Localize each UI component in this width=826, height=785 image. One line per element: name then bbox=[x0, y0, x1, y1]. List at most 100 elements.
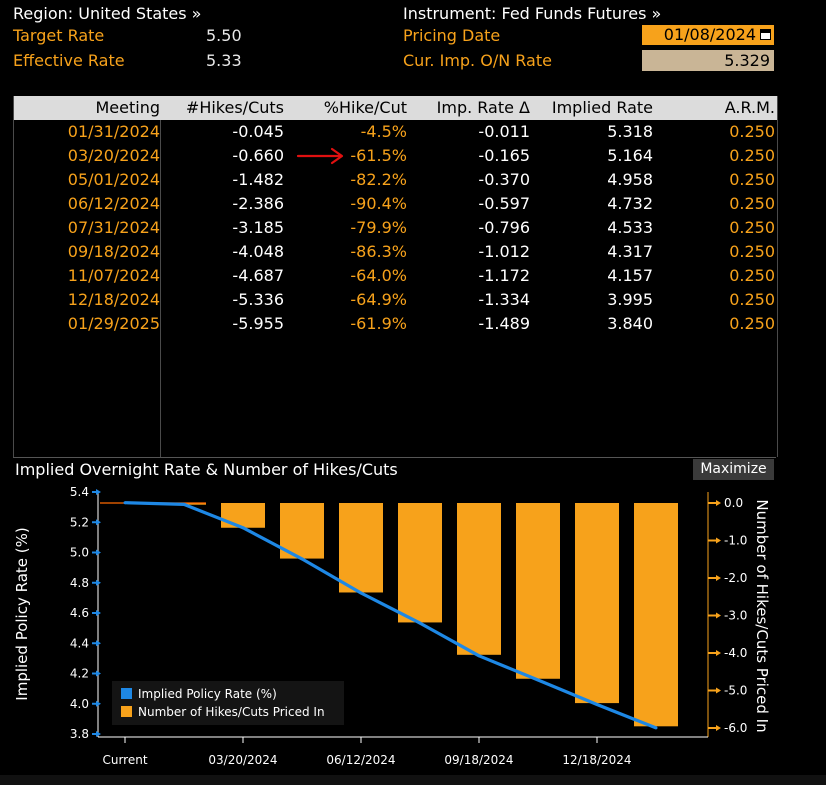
imp-rate-label: Cur. Imp. O/N Rate bbox=[403, 51, 552, 70]
cell-implied-rate: 4.958 bbox=[607, 170, 653, 189]
cell-pct-hike-cut: -79.9% bbox=[350, 218, 407, 237]
hikes-cuts-bar bbox=[280, 503, 324, 559]
cell-meeting: 01/29/2025 bbox=[67, 314, 160, 333]
table-row[interactable]: 09/18/2024 -4.048 -86.3% -1.012 4.317 0.250 bbox=[14, 240, 777, 264]
hikes-cuts-bar bbox=[634, 503, 678, 727]
cell-imp-rate-delta: -0.011 bbox=[478, 122, 530, 141]
left-tick-label: 3.8 bbox=[70, 727, 89, 741]
legend-swatch-hikes bbox=[121, 706, 132, 717]
right-tick-marker bbox=[716, 687, 721, 694]
cell-meeting: 05/01/2024 bbox=[67, 170, 160, 189]
implied-rate-point bbox=[359, 591, 363, 595]
left-tick-label: 4.8 bbox=[70, 576, 89, 590]
right-tick-label: -4.0 bbox=[724, 646, 747, 660]
hikes-cuts-bar bbox=[221, 503, 265, 528]
cell-implied-rate: 4.533 bbox=[607, 218, 653, 237]
col-header-imp-rate-delta[interactable]: Imp. Rate Δ bbox=[436, 98, 530, 117]
cell-imp-rate-delta: -0.597 bbox=[478, 194, 530, 213]
cell-pct-hike-cut: -64.9% bbox=[350, 290, 407, 309]
cell-imp-rate-delta: -1.334 bbox=[478, 290, 530, 309]
cell-implied-rate: 5.164 bbox=[607, 146, 653, 165]
cell-arm: 0.250 bbox=[729, 242, 775, 261]
region-selector[interactable]: Region: United States » bbox=[13, 4, 202, 23]
left-tick-marker bbox=[96, 731, 101, 737]
col-header-pct-hike-cut[interactable]: %Hike/Cut bbox=[323, 98, 407, 117]
right-tick-label: -3.0 bbox=[724, 609, 747, 623]
x-tick-label: Current bbox=[102, 753, 147, 767]
cell-implied-rate: 4.317 bbox=[607, 242, 653, 261]
hikes-cuts-bar bbox=[457, 503, 501, 655]
legend-label-rate: Implied Policy Rate (%) bbox=[138, 687, 277, 701]
cell-meeting: 12/18/2024 bbox=[67, 290, 160, 309]
cell-hikes-cuts: -0.045 bbox=[232, 122, 284, 141]
effective-rate-value: 5.33 bbox=[206, 51, 242, 70]
right-tick-marker bbox=[716, 725, 721, 731]
cell-pct-hike-cut: -90.4% bbox=[350, 194, 407, 213]
cell-hikes-cuts: -1.482 bbox=[232, 170, 284, 189]
cell-implied-rate: 4.157 bbox=[607, 266, 653, 285]
imp-rate-field[interactable]: 5.329 bbox=[642, 50, 774, 71]
cell-imp-rate-delta: -0.165 bbox=[478, 146, 530, 165]
hikes-cuts-bar bbox=[516, 503, 560, 679]
implied-rate-point bbox=[536, 678, 540, 682]
table-row[interactable]: 12/18/2024 -5.336 -64.9% -1.334 3.995 0.250 bbox=[14, 288, 777, 312]
cell-imp-rate-delta: -1.012 bbox=[478, 242, 530, 261]
cell-pct-hike-cut: -64.0% bbox=[350, 266, 407, 285]
cell-meeting: 06/12/2024 bbox=[67, 194, 160, 213]
cell-hikes-cuts: -5.955 bbox=[232, 314, 284, 333]
left-tick-marker bbox=[96, 700, 101, 707]
cell-meeting: 09/18/2024 bbox=[67, 242, 160, 261]
legend-swatch-rate bbox=[121, 688, 132, 699]
cell-meeting: 07/31/2024 bbox=[67, 218, 160, 237]
left-tick-marker bbox=[96, 640, 101, 647]
right-tick-label: -5.0 bbox=[724, 684, 747, 698]
annotation-arrow-icon bbox=[296, 147, 344, 165]
right-tick-marker bbox=[716, 537, 721, 544]
hikes-cuts-bar bbox=[575, 503, 619, 704]
left-tick-label: 4.0 bbox=[70, 697, 89, 711]
table-row[interactable]: 06/12/2024 -2.386 -90.4% -0.597 4.732 0.250 bbox=[14, 192, 777, 216]
calendar-icon[interactable] bbox=[760, 29, 771, 40]
cell-arm: 0.250 bbox=[729, 290, 775, 309]
implied-rate-point bbox=[182, 502, 186, 506]
cell-arm: 0.250 bbox=[729, 314, 775, 333]
table-divider bbox=[160, 120, 161, 457]
instrument-selector[interactable]: Instrument: Fed Funds Futures » bbox=[403, 4, 662, 23]
table-row[interactable]: 03/20/2024 -0.660 -61.5% -0.165 5.164 0.250 bbox=[14, 144, 777, 168]
cell-arm: 0.250 bbox=[729, 146, 775, 165]
col-header-arm[interactable]: A.R.M. bbox=[724, 98, 775, 117]
left-tick-marker bbox=[96, 549, 101, 556]
chart-legend bbox=[112, 681, 344, 725]
cell-arm: 0.250 bbox=[729, 194, 775, 213]
table-row[interactable]: 05/01/2024 -1.482 -82.2% -0.370 4.958 0.250 bbox=[14, 168, 777, 192]
implied-rate-line bbox=[124, 501, 657, 730]
cell-meeting: 03/20/2024 bbox=[67, 146, 160, 165]
pricing-date-value: 01/08/2024 bbox=[663, 25, 756, 44]
effective-rate-label: Effective Rate bbox=[13, 51, 125, 70]
legend-label-hikes: Number of Hikes/Cuts Priced In bbox=[138, 705, 325, 719]
cell-implied-rate: 3.840 bbox=[607, 314, 653, 333]
col-header-meeting[interactable]: Meeting bbox=[95, 98, 160, 117]
cell-imp-rate-delta: -0.370 bbox=[478, 170, 530, 189]
table-row[interactable]: 07/31/2024 -3.185 -79.9% -0.796 4.533 0.250 bbox=[14, 216, 777, 240]
target-rate-value: 5.50 bbox=[206, 26, 242, 45]
x-tick-label: 03/20/2024 bbox=[208, 753, 277, 767]
pricing-date-input[interactable]: 01/08/2024 bbox=[642, 25, 774, 45]
table-row[interactable]: 01/31/2024 -0.045 -4.5% -0.011 5.318 0.250 bbox=[14, 120, 777, 144]
right-tick-marker bbox=[716, 575, 721, 581]
cell-imp-rate-delta: -1.172 bbox=[478, 266, 530, 285]
left-tick-marker bbox=[96, 610, 101, 616]
implied-rate-point bbox=[300, 557, 304, 561]
cell-hikes-cuts: -3.185 bbox=[232, 218, 284, 237]
left-axis-label: Implied Policy Rate (%) bbox=[13, 527, 31, 700]
table-row[interactable]: 11/07/2024 -4.687 -64.0% -1.172 4.157 0.250 bbox=[14, 264, 777, 288]
table-row[interactable]: 01/29/2025 -5.955 -61.9% -1.489 3.840 0.250 bbox=[14, 312, 777, 336]
col-header-hikes-cuts[interactable]: #Hikes/Cuts bbox=[185, 98, 284, 117]
maximize-button[interactable]: Maximize bbox=[693, 459, 774, 480]
implied-rate-point bbox=[477, 654, 481, 658]
left-tick-marker bbox=[96, 670, 101, 677]
target-rate-label: Target Rate bbox=[13, 26, 105, 45]
cell-pct-hike-cut: -61.5% bbox=[350, 146, 407, 165]
col-header-implied-rate[interactable]: Implied Rate bbox=[551, 98, 653, 117]
cell-hikes-cuts: -4.687 bbox=[232, 266, 284, 285]
